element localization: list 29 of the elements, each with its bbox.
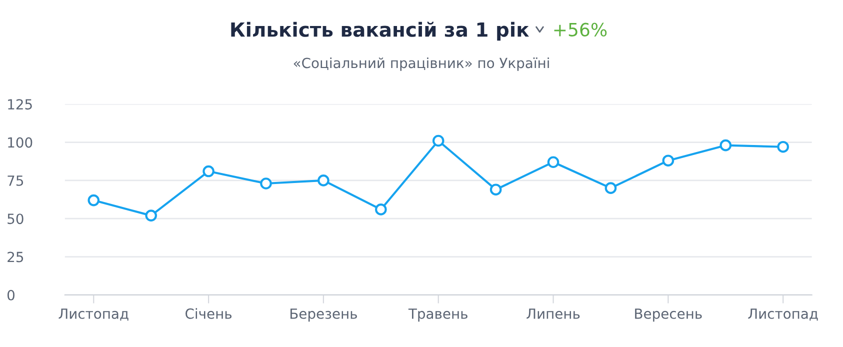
point bbox=[662, 154, 674, 166]
x-tick-label: Травень bbox=[408, 308, 468, 322]
point bbox=[547, 156, 560, 168]
point bbox=[432, 134, 444, 147]
point bbox=[145, 210, 157, 222]
point bbox=[604, 182, 617, 194]
chart-title: Кількість вакансій за 1 рік bbox=[231, 22, 529, 41]
x-tick-label: Листопад bbox=[58, 308, 128, 321]
y-tick-label: 0 bbox=[7, 290, 14, 300]
point bbox=[318, 174, 330, 186]
point bbox=[490, 184, 502, 196]
y-tick-label: 50 bbox=[8, 214, 24, 224]
chart-subtitle: «Соціальний працівник» по Україні bbox=[294, 57, 549, 71]
point bbox=[202, 165, 214, 178]
point bbox=[260, 178, 272, 190]
point bbox=[88, 194, 100, 206]
point bbox=[777, 140, 789, 153]
y-tick-label: 100 bbox=[8, 137, 32, 148]
x-tick-label: Вересень bbox=[635, 308, 702, 322]
point bbox=[720, 139, 732, 152]
y-tick-label: 75 bbox=[8, 176, 24, 186]
text: +56% bbox=[554, 22, 607, 36]
x-tick-label: Березень bbox=[290, 308, 357, 322]
x-tick-label: Січень bbox=[186, 308, 232, 319]
x-tick-label: Листопад bbox=[748, 308, 818, 321]
y-tick-label: 125 bbox=[8, 99, 32, 110]
y-tick-label: 25 bbox=[8, 252, 24, 262]
point bbox=[375, 204, 387, 216]
x-tick-label: Липень bbox=[526, 308, 580, 319]
